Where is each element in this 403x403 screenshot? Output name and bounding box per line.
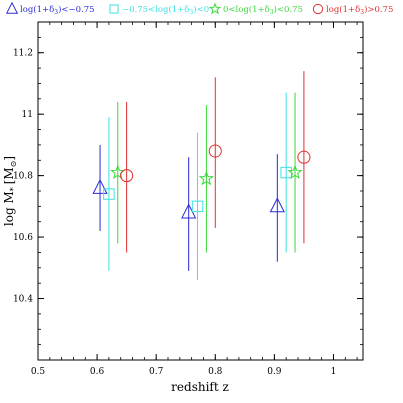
data-point-star xyxy=(110,164,126,180)
legend-entry-circle: log(1+δ3)>0.75 xyxy=(326,4,393,16)
y-axis-label: log M* [M⊙] xyxy=(2,156,18,226)
x-tick-label: 1 xyxy=(331,367,337,377)
series-square xyxy=(103,92,292,281)
data-point-triangle xyxy=(269,197,285,213)
ticks: 0.5 0.6 0.7 0.8 0.9 1 10.4 10.6 10.8 11 11.2 xyxy=(13,21,363,377)
legend-entry-star: 0<log(1+δ3)<0.75 xyxy=(223,4,303,16)
legend-entry-triangle: log(1+δ3)<−0.75 xyxy=(20,4,95,16)
x-tick-label: 0.5 xyxy=(31,367,46,377)
data-point-star xyxy=(287,164,303,180)
y-axis-label-unit: [M xyxy=(2,167,16,184)
x-tick-label: 0.9 xyxy=(267,367,282,377)
y-tick-label: 11.2 xyxy=(13,49,33,59)
data-point-square xyxy=(191,200,204,213)
y-tick-label: 10.4 xyxy=(13,295,33,305)
x-axis-label: redshift z xyxy=(171,380,229,394)
data-point-circle xyxy=(297,150,311,164)
data-point-triangle xyxy=(92,178,108,194)
y-tick-label: 10.8 xyxy=(13,172,33,182)
y-axis-label-unit-sub: ⊙ xyxy=(9,161,18,168)
legend-marker-triangle xyxy=(5,1,19,14)
legend-marker-star xyxy=(208,2,222,15)
y-axis-label-main: log M xyxy=(2,191,16,226)
y-tick-label: 10.6 xyxy=(13,233,33,243)
x-tick-label: 0.6 xyxy=(90,367,105,377)
legend: log(1+δ3)<−0.75 −0.75<log(1+δ3)<0 0<log(1+… xyxy=(5,1,393,16)
y-tick-label: 11 xyxy=(22,110,33,120)
series-star xyxy=(110,92,303,253)
x-tick-label: 0.7 xyxy=(149,367,164,377)
data-point-star xyxy=(198,170,215,186)
legend-marker-square xyxy=(109,4,119,14)
y-axis-label-sub: * xyxy=(9,187,18,191)
data-point-square xyxy=(103,188,115,200)
series-triangle xyxy=(92,144,285,271)
series-circle xyxy=(120,71,311,253)
x-tick-label: 0.8 xyxy=(208,367,223,377)
series-layer xyxy=(92,71,311,281)
plot-frame xyxy=(37,21,364,361)
data-point-circle xyxy=(120,169,134,183)
data-point-circle xyxy=(208,144,222,158)
y-axis-label-unit-close: ] xyxy=(2,156,16,161)
legend-entry-square: −0.75<log(1+δ3)<0 xyxy=(122,4,209,16)
legend-marker-circle xyxy=(312,3,324,15)
